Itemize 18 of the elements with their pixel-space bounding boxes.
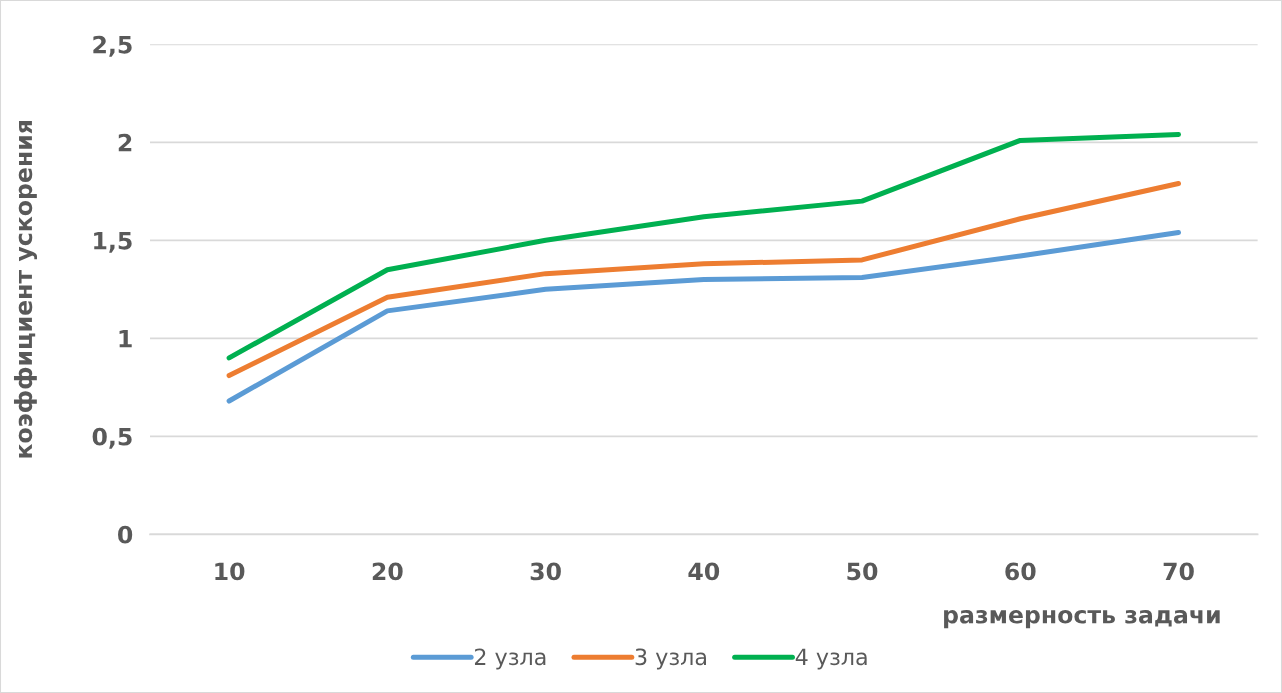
x-tick-label: 70 [1163, 562, 1194, 581]
x-tick-label: 50 [847, 562, 878, 581]
legend-label: 4 узла [795, 648, 867, 670]
y-tick-label: 2,5 [93, 35, 132, 57]
x-tick-label: 10 [215, 562, 245, 581]
x-tick-label: 20 [372, 562, 403, 581]
y-axis-title: коэффициент ускорения [13, 121, 38, 458]
y-tick-label: 1 [119, 330, 132, 348]
x-axis-title: размерность задачи [944, 610, 1220, 629]
y-tick-label: 0,5 [92, 427, 132, 449]
x-tick-label: 30 [530, 562, 561, 581]
legend-label: 2 узла [474, 648, 546, 670]
y-tick-label: 0 [118, 525, 133, 544]
x-tick-label: 40 [688, 562, 720, 581]
legend-label: 3 узла [635, 648, 706, 670]
y-tick-label: 1,5 [94, 232, 132, 253]
x-tick-label: 60 [1005, 562, 1036, 581]
y-tick-label: 2 [118, 133, 132, 152]
